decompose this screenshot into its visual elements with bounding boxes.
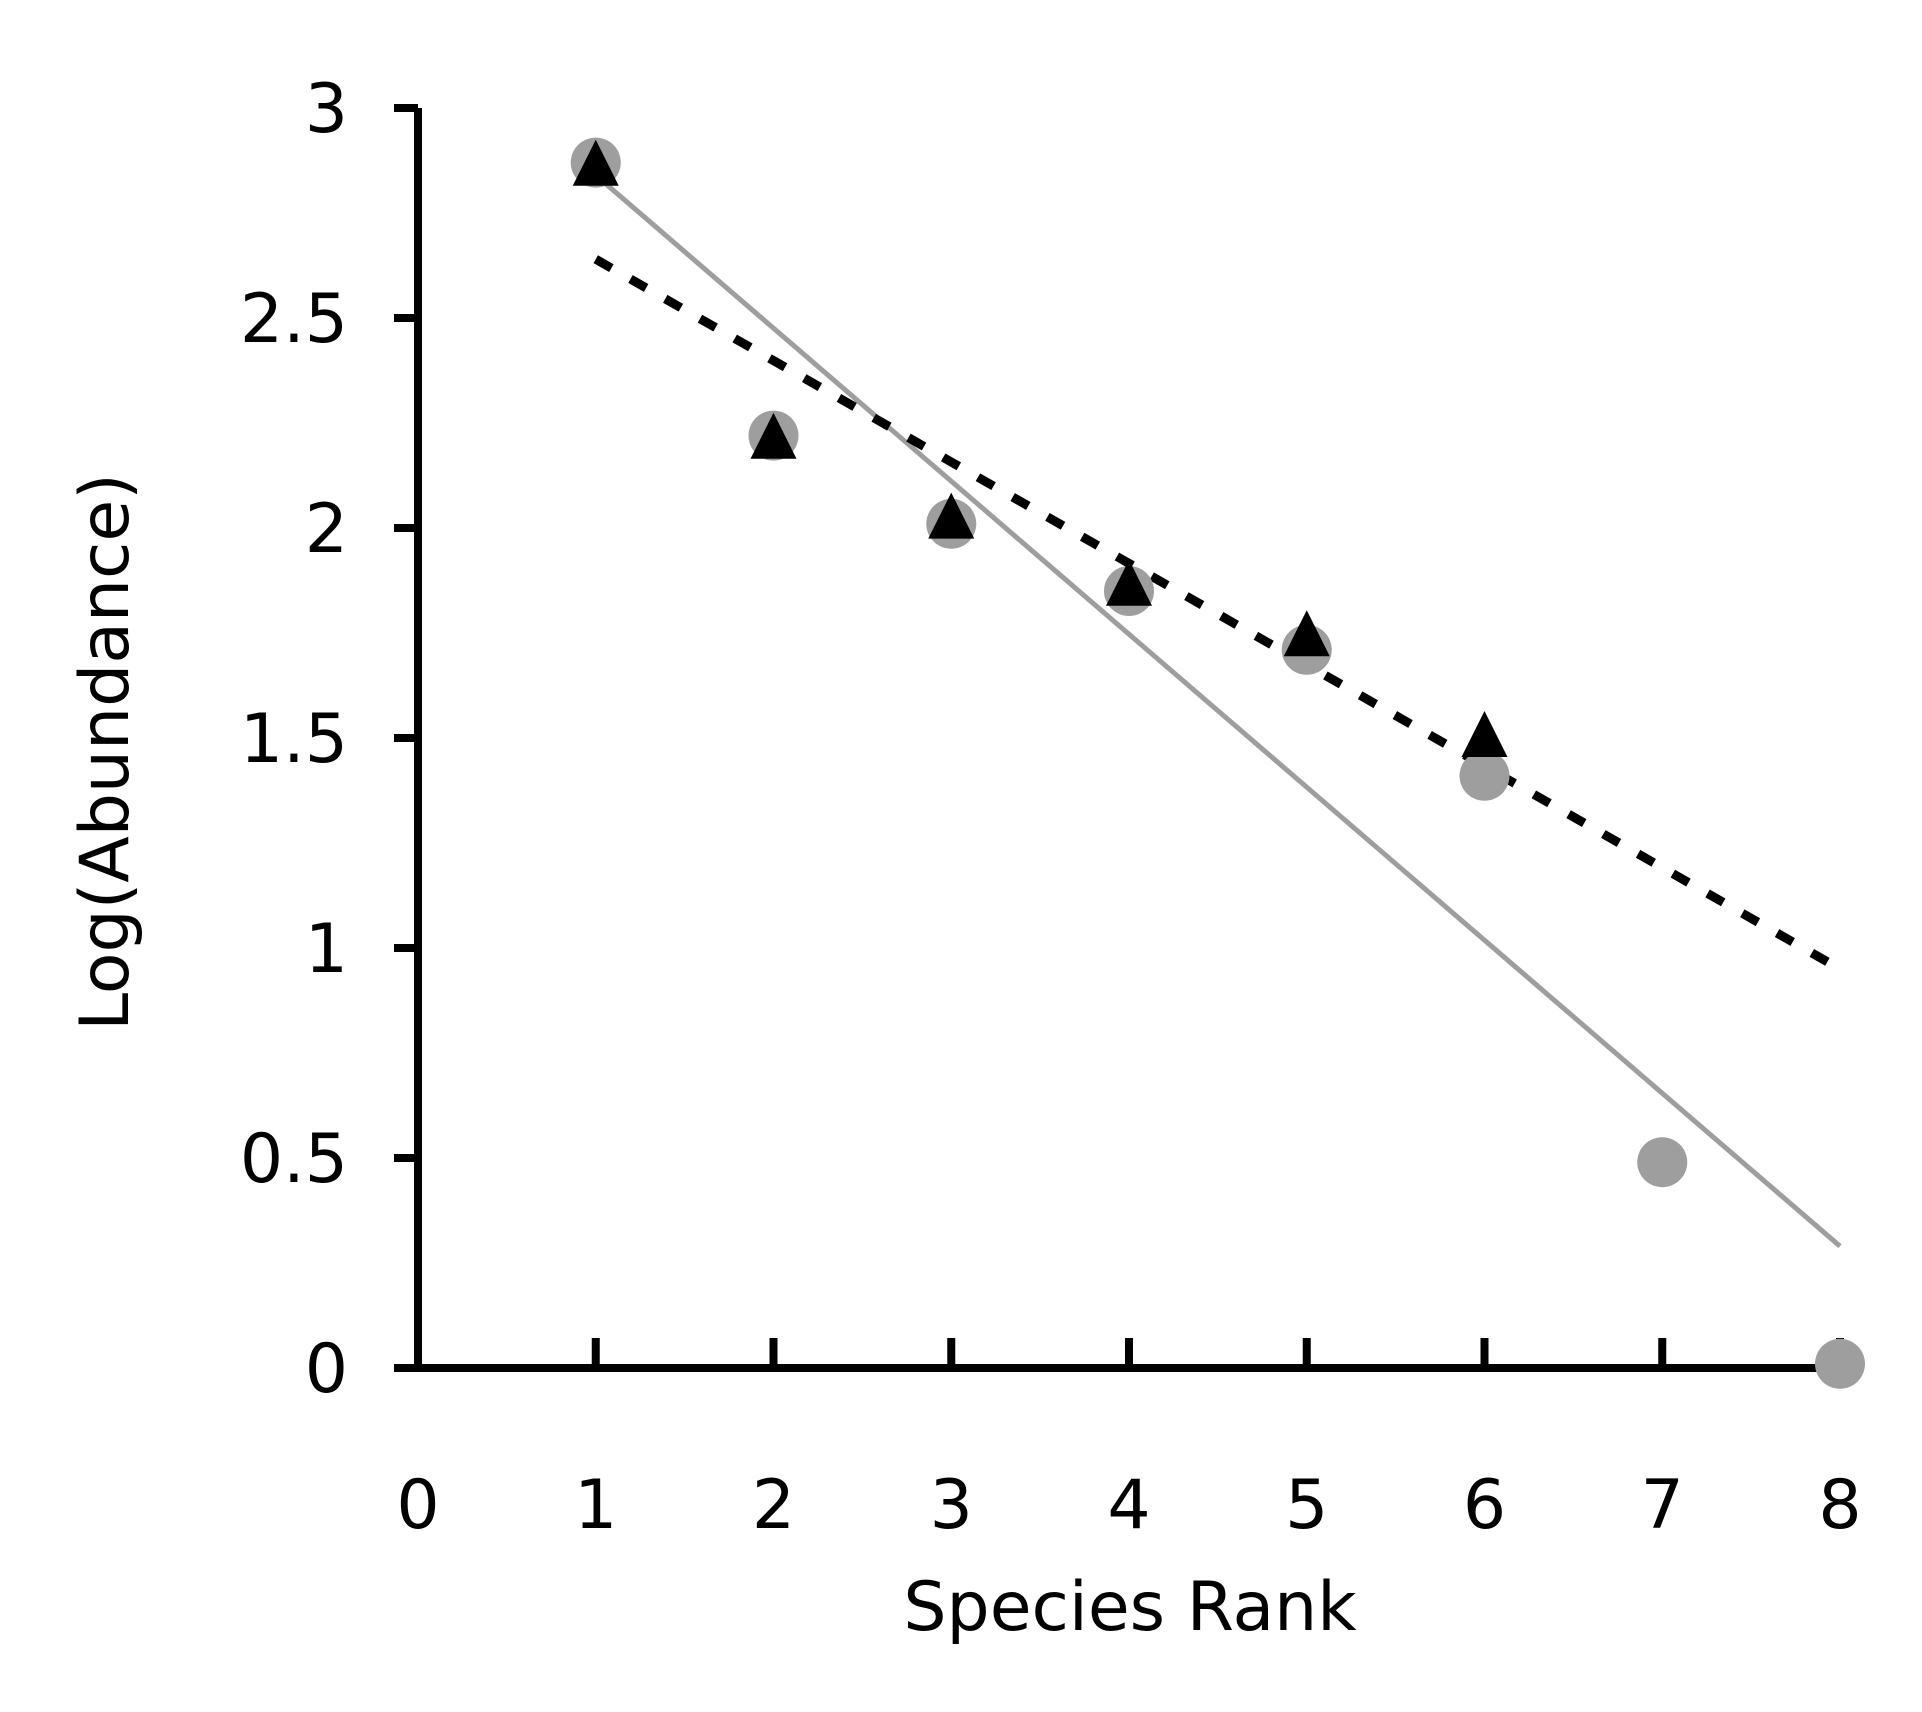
x-tick-label: 2 — [752, 1466, 795, 1545]
x-tick-label: 0 — [396, 1466, 439, 1545]
circles-fit-trendline — [594, 173, 1842, 1249]
x-tick-label: 5 — [1285, 1466, 1328, 1545]
y-tick-label: 0.5 — [240, 1120, 348, 1199]
circle-point — [1637, 1137, 1688, 1188]
data-points — [570, 137, 1865, 1389]
x-tick-label: 3 — [930, 1466, 973, 1545]
x-axis-label: Species Rank — [903, 1568, 1357, 1647]
x-tick-label: 8 — [1818, 1466, 1861, 1545]
y-tick-label: 3 — [305, 70, 348, 149]
tick-layer: 0 0.5 1 1.5 2 2.5 3 0 1 2 3 4 5 6 7 8 — [240, 70, 1862, 1545]
y-tick-label: 1.5 — [240, 700, 348, 779]
circle-point — [1815, 1338, 1865, 1389]
axes — [414, 108, 1840, 1372]
triangles-fit-trendline — [593, 255, 1843, 973]
trendline-layer — [593, 173, 1843, 1249]
x-tick-label: 1 — [574, 1466, 617, 1545]
triangle-point — [1283, 610, 1330, 657]
triangle-point — [928, 492, 975, 539]
triangle-point — [750, 412, 797, 459]
y-tick-label: 0 — [305, 1330, 348, 1409]
y-tick-label: 2 — [305, 490, 348, 569]
x-tick-label: 6 — [1463, 1466, 1506, 1545]
x-tick-label: 7 — [1641, 1466, 1684, 1545]
triangle-point — [1461, 711, 1508, 757]
x-tick-label: 4 — [1107, 1466, 1150, 1545]
triangle-point — [1106, 559, 1152, 606]
y-tick-label: 2.5 — [240, 280, 348, 359]
y-tick-label: 1 — [305, 910, 348, 989]
circle-point — [1459, 750, 1510, 801]
y-axis-label: Log(Abundance) — [66, 473, 145, 1031]
triangle-point — [572, 139, 619, 186]
